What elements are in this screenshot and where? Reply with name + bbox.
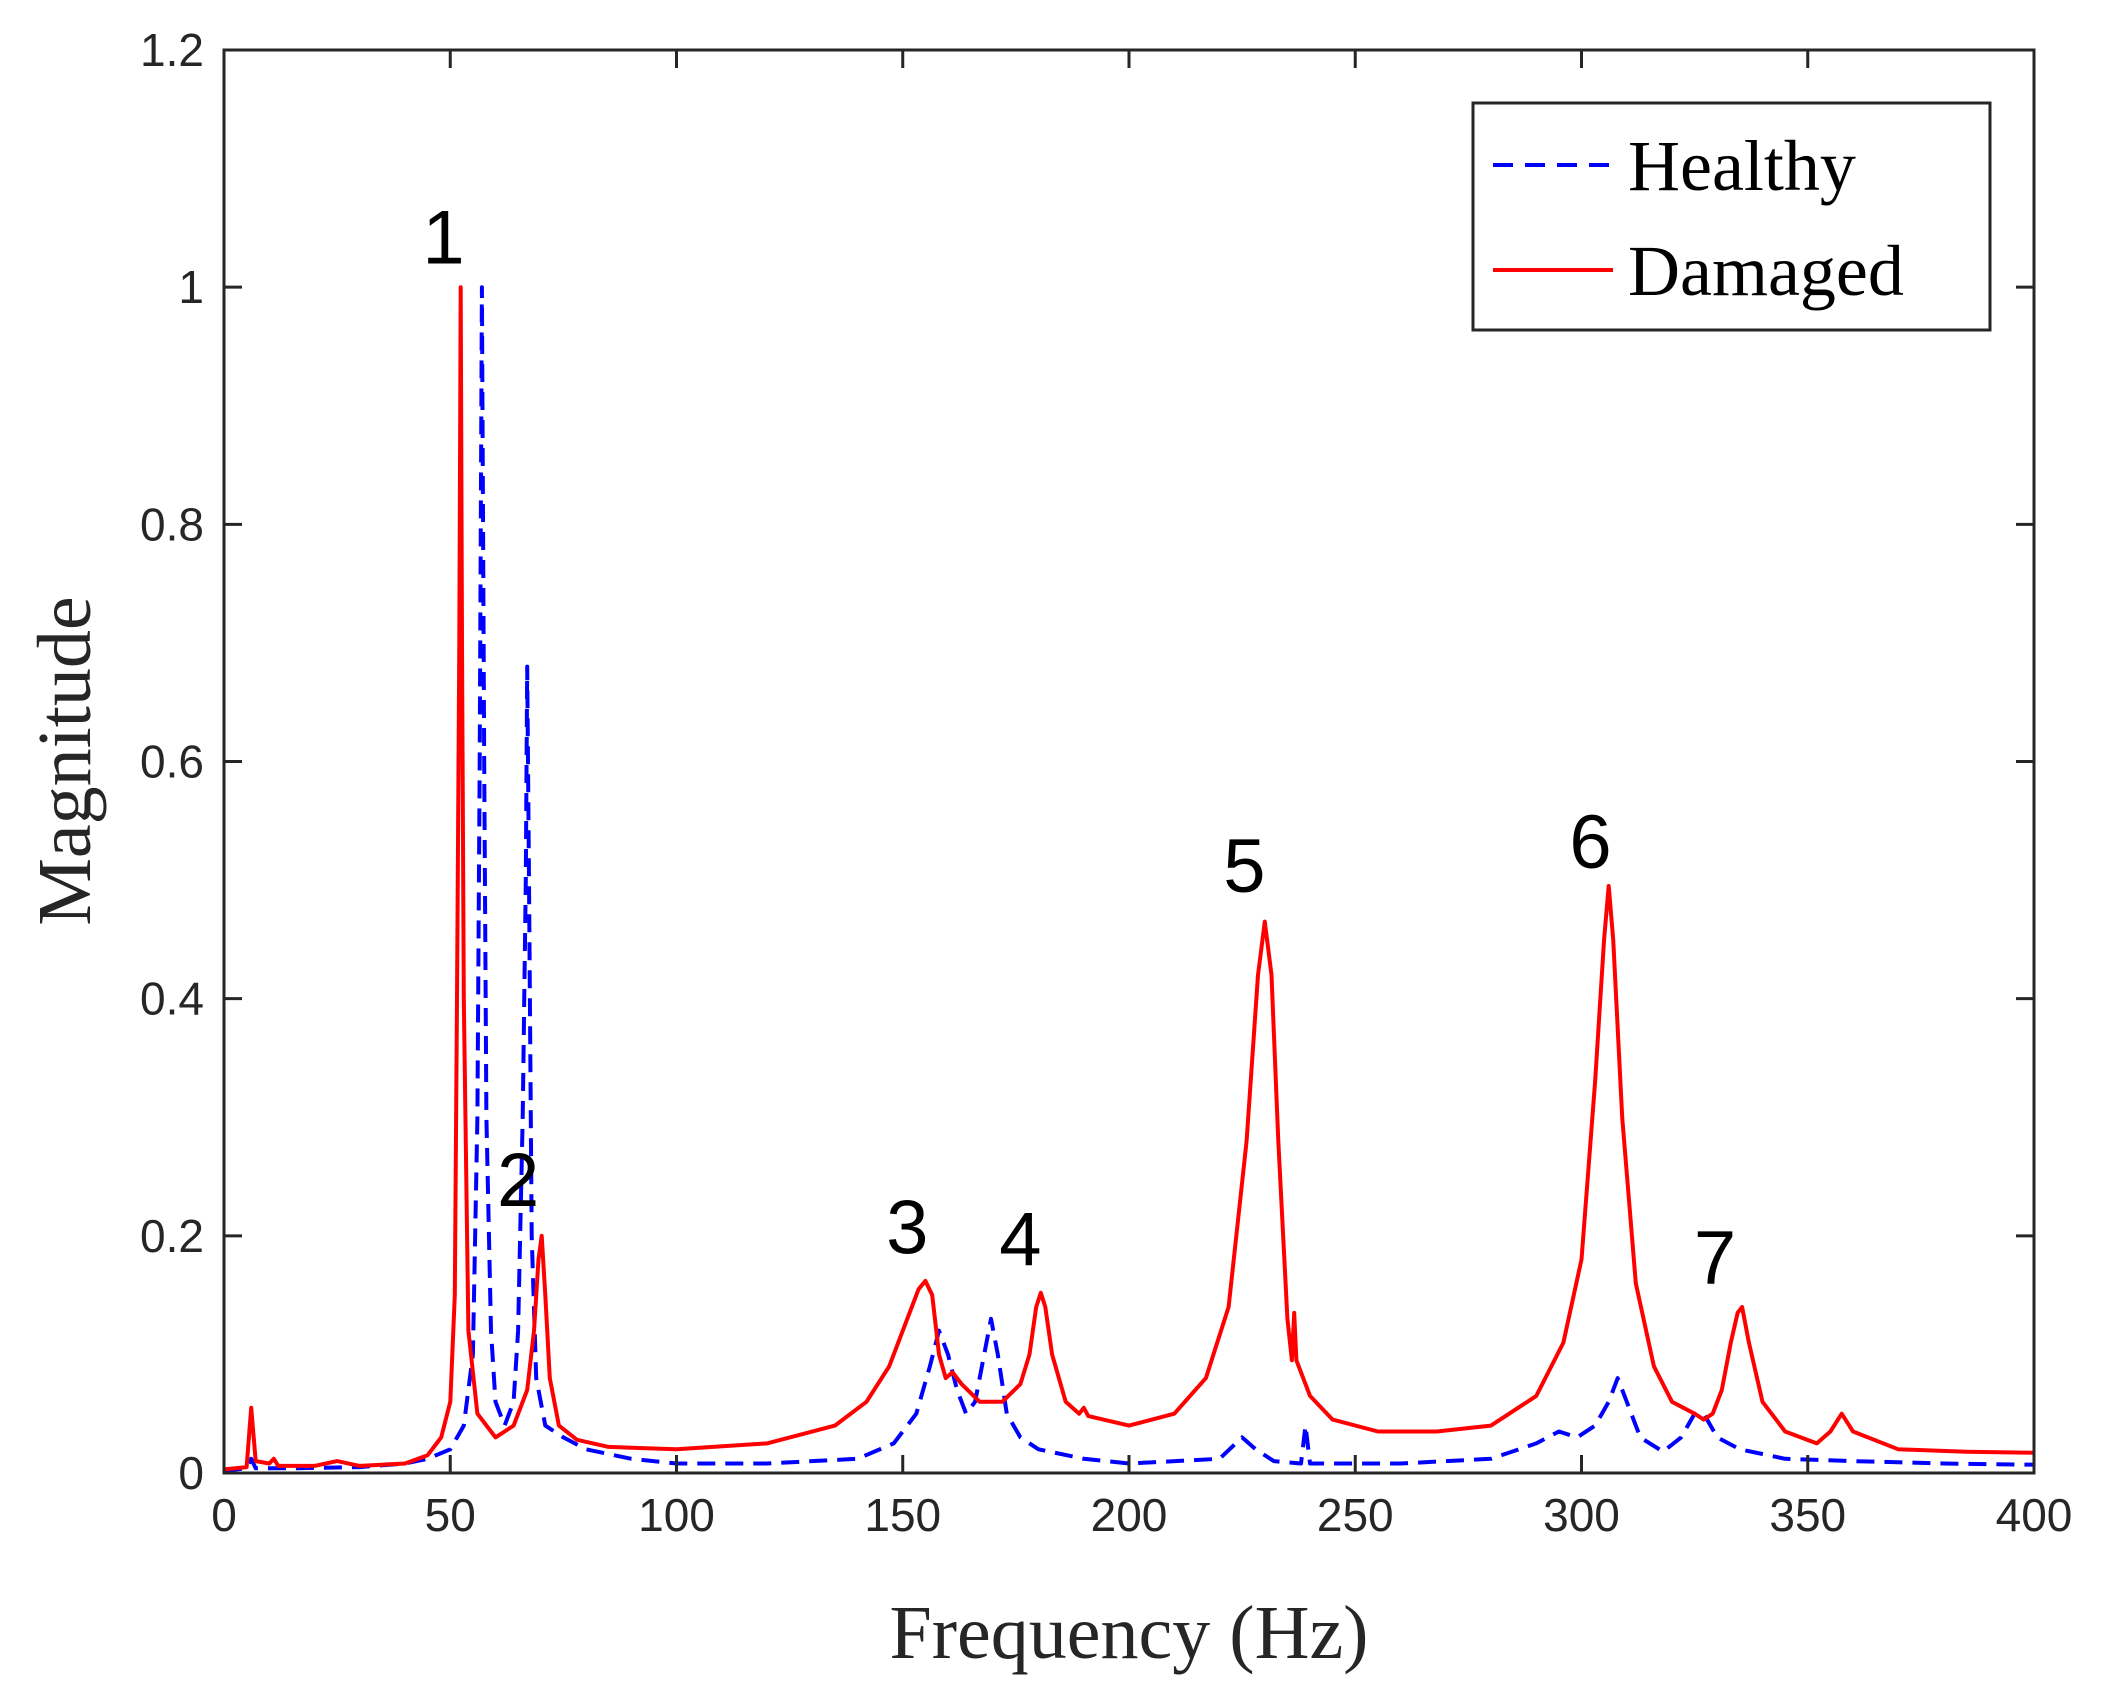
y-tick-label: 0.2 (140, 1210, 204, 1262)
x-tick-label: 200 (1091, 1489, 1168, 1541)
peak-label-7: 7 (1694, 1215, 1736, 1300)
peak-label-2: 2 (497, 1138, 539, 1223)
peak-label-6: 6 (1569, 800, 1611, 885)
peak-label-5: 5 (1223, 824, 1265, 909)
x-tick-label: 300 (1543, 1489, 1620, 1541)
y-tick-label: 1.2 (140, 24, 204, 76)
series-layer (223, 285, 2035, 1473)
y-tick-label: 0.4 (140, 973, 204, 1025)
x-axis-title: Frequency (Hz) (889, 1591, 1368, 1675)
legend-box (1471, 101, 1992, 332)
peak-label-4: 4 (999, 1197, 1041, 1282)
series-line-healthy (223, 285, 2035, 1473)
legend: Healthy Damaged (1471, 101, 1992, 332)
tick-layer: 0 50 100 150 200 250 300 350 400 0 0.2 0.4 0.6 0.8 1 1.… (140, 24, 2072, 1541)
x-tick-label: 250 (1317, 1489, 1394, 1541)
peak-label-1: 1 (422, 195, 464, 280)
y-tick-label: 0.8 (140, 498, 204, 550)
x-tick-label: 0 (211, 1489, 237, 1541)
y-tick-label: 0.6 (140, 736, 204, 788)
annotation-layer: 1 2 3 4 5 6 7 (422, 195, 1736, 1300)
x-tick-label: 400 (1996, 1489, 2073, 1541)
legend-healthy-label: Healthy (1628, 126, 1856, 206)
x-tick-label: 150 (864, 1489, 941, 1541)
series-line-damaged (223, 285, 2035, 1472)
x-tick-label: 100 (638, 1489, 715, 1541)
x-tick-label: 50 (425, 1489, 476, 1541)
legend-damaged-label: Damaged (1628, 231, 1904, 311)
y-axis-title: Magnitude (23, 596, 107, 925)
y-tick-label: 0 (178, 1447, 204, 1499)
x-tick-label: 350 (1769, 1489, 1846, 1541)
y-tick-label: 1 (178, 261, 204, 313)
peak-label-3: 3 (886, 1186, 928, 1271)
